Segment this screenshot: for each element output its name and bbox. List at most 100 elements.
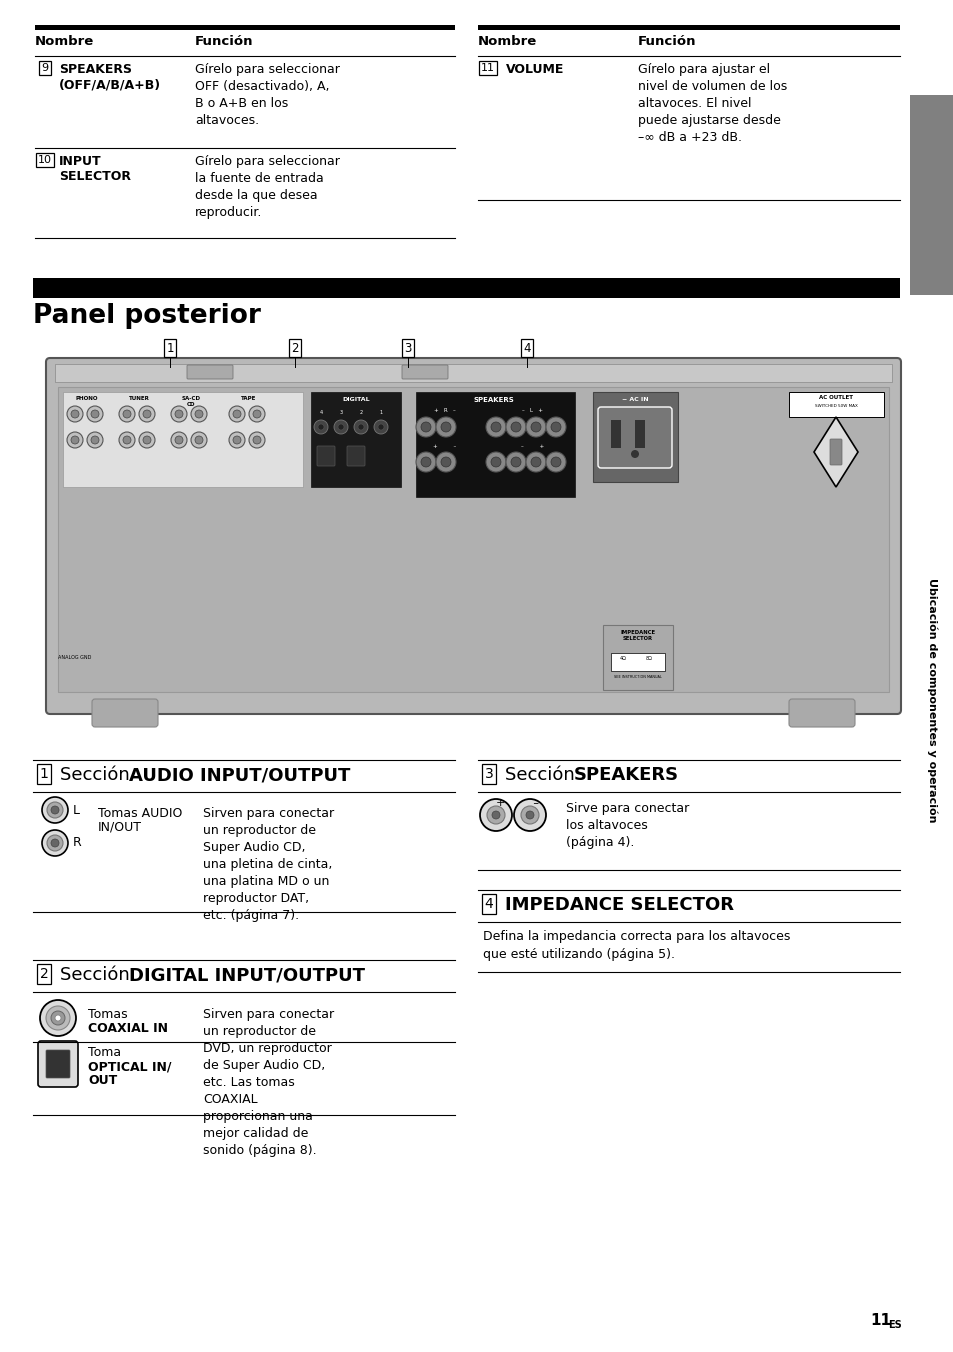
Bar	[610, 653, 664, 671]
Text: Gírelo para seleccionar
OFF (desactivado), A,
B o A+B en los
altavoces.: Gírelo para seleccionar OFF (desactivado…	[194, 64, 339, 127]
FancyBboxPatch shape	[187, 365, 233, 379]
Circle shape	[229, 406, 245, 422]
Text: IN/OUT: IN/OUT	[98, 821, 142, 834]
Circle shape	[47, 836, 63, 850]
Circle shape	[511, 457, 520, 466]
Circle shape	[55, 1015, 61, 1021]
FancyBboxPatch shape	[788, 699, 854, 727]
Text: Toma: Toma	[88, 1046, 121, 1059]
Text: 1: 1	[379, 410, 382, 415]
Circle shape	[191, 433, 207, 448]
Circle shape	[191, 406, 207, 422]
Text: Tomas AUDIO: Tomas AUDIO	[98, 807, 182, 821]
Text: Panel posterior: Panel posterior	[33, 303, 260, 329]
Circle shape	[436, 416, 456, 437]
Text: 2: 2	[359, 410, 362, 415]
Circle shape	[194, 410, 203, 418]
Circle shape	[253, 410, 261, 418]
Bar	[610, 420, 620, 448]
Text: AC OUTLET: AC OUTLET	[818, 395, 852, 400]
Circle shape	[71, 435, 79, 443]
Circle shape	[314, 420, 328, 434]
Text: Función: Función	[194, 35, 253, 49]
Circle shape	[71, 410, 79, 418]
Circle shape	[505, 452, 525, 472]
Circle shape	[334, 420, 348, 434]
Bar	[416, 392, 575, 498]
Text: 4: 4	[319, 410, 322, 415]
FancyBboxPatch shape	[91, 699, 158, 727]
Text: SPEAKERS: SPEAKERS	[574, 767, 679, 784]
Bar	[63, 392, 303, 487]
Circle shape	[440, 422, 451, 433]
Text: Gírelo para seleccionar
la fuente de entrada
desde la que desea
reproducir.: Gírelo para seleccionar la fuente de ent…	[194, 155, 339, 219]
Circle shape	[47, 802, 63, 818]
Circle shape	[436, 452, 456, 472]
Circle shape	[511, 422, 520, 433]
Text: 3: 3	[484, 767, 493, 781]
Text: Ubicación de componentes y operación: Ubicación de componentes y operación	[925, 577, 936, 822]
Text: SPEAKERS: SPEAKERS	[473, 397, 514, 403]
Circle shape	[91, 410, 99, 418]
Text: 4Ω: 4Ω	[618, 656, 626, 661]
Circle shape	[51, 806, 59, 814]
Text: 3: 3	[339, 410, 342, 415]
Circle shape	[174, 435, 183, 443]
Circle shape	[233, 435, 241, 443]
Circle shape	[485, 452, 505, 472]
Text: Sección: Sección	[60, 767, 135, 784]
Circle shape	[123, 435, 131, 443]
Circle shape	[143, 410, 151, 418]
Text: VOLUME: VOLUME	[505, 64, 564, 76]
Text: OUT: OUT	[88, 1073, 117, 1087]
Text: Gírelo para ajustar el
nivel de volumen de los
altavoces. El nivel
puede ajustar: Gírelo para ajustar el nivel de volumen …	[638, 64, 786, 145]
Circle shape	[354, 420, 368, 434]
Circle shape	[374, 420, 388, 434]
Text: 2: 2	[40, 967, 49, 982]
FancyBboxPatch shape	[598, 407, 671, 468]
Text: +   R   –: + R –	[434, 408, 456, 412]
Text: Nombre: Nombre	[35, 35, 94, 49]
Circle shape	[525, 452, 545, 472]
Circle shape	[51, 1011, 65, 1025]
Bar	[477, 24, 899, 30]
Circle shape	[420, 457, 431, 466]
Text: SELECTOR: SELECTOR	[59, 170, 131, 183]
Circle shape	[233, 410, 241, 418]
Bar	[788, 392, 883, 416]
Circle shape	[171, 433, 187, 448]
Text: 9: 9	[41, 64, 49, 73]
Text: IMPEDANCE
SELECTOR: IMPEDANCE SELECTOR	[619, 630, 655, 641]
Circle shape	[531, 457, 540, 466]
Text: Sirve para conectar
los altavoces
(página 4).: Sirve para conectar los altavoces (págin…	[565, 802, 688, 849]
Bar	[58, 387, 888, 692]
Circle shape	[123, 410, 131, 418]
Circle shape	[525, 811, 534, 819]
Circle shape	[249, 433, 265, 448]
Text: Tomas: Tomas	[88, 1009, 128, 1021]
Bar	[33, 279, 899, 297]
Circle shape	[485, 416, 505, 437]
Circle shape	[377, 425, 384, 430]
Text: 10: 10	[38, 155, 52, 165]
Text: Sección: Sección	[60, 965, 135, 984]
Text: DIGITAL: DIGITAL	[342, 397, 370, 402]
Circle shape	[194, 435, 203, 443]
Text: R: R	[73, 837, 82, 849]
Text: 1: 1	[39, 767, 49, 781]
Text: IMPEDANCE SELECTOR: IMPEDANCE SELECTOR	[504, 896, 733, 914]
FancyBboxPatch shape	[347, 446, 365, 466]
FancyBboxPatch shape	[46, 358, 900, 714]
Text: Nombre: Nombre	[477, 35, 537, 49]
Text: PHONO: PHONO	[75, 396, 98, 402]
Circle shape	[119, 433, 135, 448]
Text: 11: 11	[869, 1313, 890, 1328]
Circle shape	[139, 433, 154, 448]
Text: 8Ω: 8Ω	[645, 656, 652, 661]
Text: +         –: + –	[433, 443, 456, 449]
Circle shape	[440, 457, 451, 466]
Bar	[35, 24, 455, 30]
Circle shape	[525, 416, 545, 437]
Circle shape	[67, 433, 83, 448]
Circle shape	[520, 806, 538, 823]
